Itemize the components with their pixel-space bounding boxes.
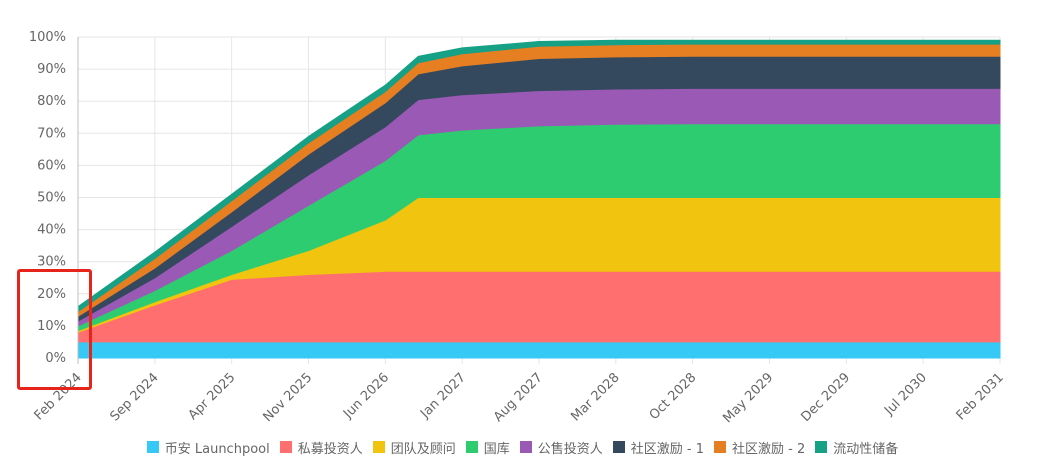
legend-swatch — [372, 441, 385, 453]
y-tick-label: 90% — [37, 62, 66, 77]
y-tick-label: 50% — [37, 191, 66, 206]
legend-label: 团队及顾问 — [390, 441, 456, 457]
legend-label: 社区激励 - 2 — [732, 441, 806, 457]
legend-swatch — [465, 441, 478, 453]
stacked-area-chart: 100% 90% 80% 70% 60% 50% 40% 30% 20% 10% 0% Feb 20… — [29, 30, 1007, 426]
y-tick-label: 30% — [37, 255, 66, 270]
legend-item-1[interactable]: 私募投资人 — [279, 438, 363, 457]
y-tick-label: 70% — [37, 126, 66, 141]
legend-label: 公售投资人 — [537, 441, 603, 457]
x-tick-label: Dec 2029 — [798, 370, 853, 425]
x-tick-label: Aug 2027 — [491, 370, 546, 425]
area-series-group — [77, 39, 1001, 359]
x-tick-label: Jan 2027 — [417, 370, 469, 422]
x-tick-label: Feb 2031 — [954, 370, 1007, 423]
legend-item-7[interactable]: 流动性储备 — [815, 438, 898, 457]
y-tick-label: 0% — [45, 351, 66, 366]
legend-item-6[interactable]: 社区激励 - 2 — [714, 438, 805, 457]
y-tick-label: 20% — [37, 287, 66, 302]
y-tick-label: 10% — [37, 319, 66, 334]
legend-swatch — [714, 441, 727, 453]
area-币安 Launchpool[interactable] — [77, 341, 1001, 359]
x-tick-label: Sep 2024 — [107, 370, 161, 424]
legend-swatch — [519, 441, 532, 453]
legend-label: 私募投资人 — [297, 441, 363, 457]
x-tick-label: May 2029 — [720, 370, 776, 426]
legend-label: 社区激励 - 1 — [630, 441, 705, 457]
y-tick-label: 60% — [37, 158, 66, 173]
legend-label: 币安 Launchpool — [164, 441, 270, 457]
y-tick-label: 80% — [37, 94, 66, 109]
legend-swatch — [146, 441, 159, 453]
y-axis-tick-labels: 100% 90% 80% 70% 60% 50% 40% 30% 20% 10% 0% — [29, 30, 66, 366]
x-tick-label: Apr 2025 — [186, 370, 239, 423]
red-highlight-box — [17, 269, 92, 390]
x-tick-label: Oct 2028 — [647, 370, 700, 423]
legend-label: 国库 — [483, 441, 510, 457]
legend-swatch — [815, 441, 828, 453]
y-tick-label: 100% — [29, 30, 66, 45]
legend-item-4[interactable]: 公售投资人 — [519, 438, 603, 457]
legend-item-5[interactable]: 社区激励 - 1 — [612, 438, 705, 457]
x-tick-label: Mar 2028 — [568, 370, 622, 424]
x-axis-tick-labels: Feb 2024 Sep 2024 Apr 2025 Nov 2025 Jun 2026… — [32, 370, 1007, 426]
x-tick-label: Jul 2030 — [881, 370, 930, 419]
y-tick-label: 40% — [37, 223, 66, 238]
x-tick-label: Jun 2026 — [340, 370, 392, 422]
legend-swatch — [279, 441, 292, 453]
legend-swatch — [612, 441, 625, 453]
legend-item-3[interactable]: 国库 — [465, 438, 510, 457]
chart-legend: 币安 Launchpool 私募投资人 团队及顾问 国库 公售投资人 社区激励 - 1 社区… — [0, 436, 1045, 458]
legend-item-2[interactable]: 团队及顾问 — [372, 438, 456, 457]
legend-item-0[interactable]: 币安 Launchpool — [146, 438, 270, 457]
legend-label: 流动性储备 — [833, 441, 899, 457]
area-流动性储备[interactable] — [77, 39, 1001, 313]
x-tick-label: Nov 2025 — [260, 370, 315, 425]
